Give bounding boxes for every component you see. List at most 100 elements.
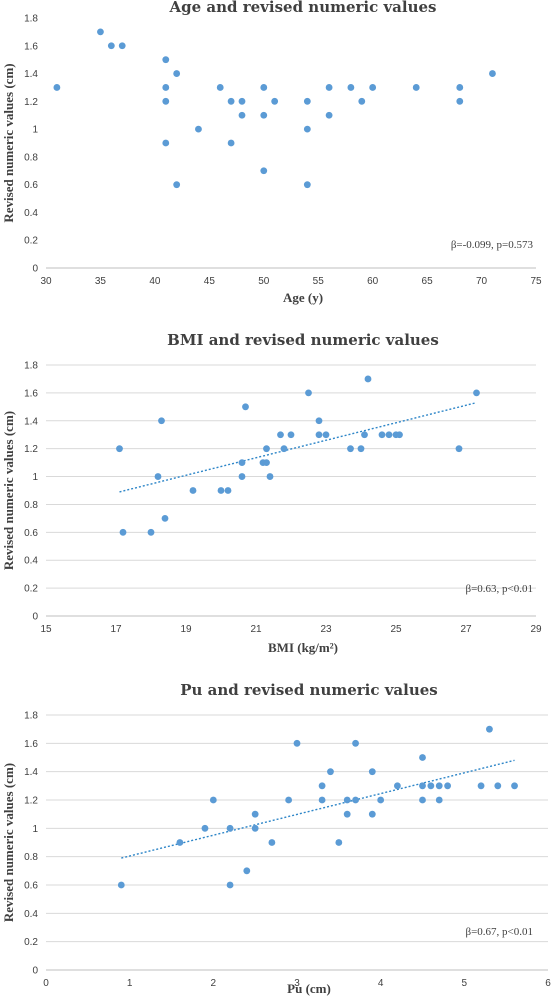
bmi-data-point bbox=[347, 445, 354, 453]
pu-data-point bbox=[201, 824, 209, 832]
age-data-point bbox=[303, 181, 311, 189]
bmi-stats-annotation: β=0.63, p<0.01 bbox=[465, 583, 533, 595]
age-scatter-chart: 0 0.2 0.4 0.6 0.8 1 1.2 1.4 1.6 1.8 30 35 40 45 50 55 60… bbox=[1, 0, 542, 305]
age-data-point bbox=[238, 97, 246, 105]
age-data-point bbox=[456, 84, 464, 91]
pu-data-point bbox=[251, 810, 259, 818]
pu-data-point bbox=[343, 796, 351, 804]
pu-data-point bbox=[327, 768, 334, 776]
bmi-data-point bbox=[385, 431, 393, 439]
pu-data-point bbox=[251, 824, 259, 832]
age-data-point bbox=[118, 42, 126, 50]
bmi-x-axis-label: BMI (kg/m²) bbox=[268, 640, 338, 655]
age-x-tick-label: 55 bbox=[313, 276, 325, 287]
pu-x-tick-label: 2 bbox=[211, 978, 217, 989]
bmi-data-point bbox=[217, 487, 225, 494]
pu-x-tick-label: 3 bbox=[294, 978, 300, 989]
pu-data-point bbox=[343, 810, 351, 818]
age-y-tick-label: 0.2 bbox=[24, 236, 38, 247]
pu-y-tick-label: 0.4 bbox=[24, 909, 38, 920]
pu-data-point bbox=[243, 867, 251, 875]
age-x-tick-label: 70 bbox=[476, 276, 488, 287]
bmi-data-point bbox=[396, 431, 403, 439]
pu-data-point bbox=[427, 782, 435, 790]
bmi-data-point bbox=[154, 473, 162, 480]
pu-scatter-chart: 0 0.2 0.4 0.6 0.8 1 1.2 1.4 1.6 1.8 0 1 2 3 4 5 6 Pu and … bbox=[1, 681, 551, 996]
pu-data-point bbox=[209, 796, 217, 804]
bmi-data-point bbox=[473, 389, 480, 397]
bmi-y-tick-label: 0.6 bbox=[24, 528, 38, 539]
pu-data-point bbox=[226, 824, 234, 832]
age-x-tick-label: 75 bbox=[530, 276, 542, 287]
bmi-data-point bbox=[189, 487, 197, 494]
pu-x-tick-label: 0 bbox=[43, 978, 49, 989]
pu-data-point bbox=[419, 796, 426, 804]
bmi-data-point bbox=[455, 445, 463, 453]
bmi-x-tick-label: 27 bbox=[460, 624, 472, 635]
bmi-data-point bbox=[263, 445, 270, 453]
bmi-data-point bbox=[158, 417, 165, 425]
age-y-tick-label: 1.2 bbox=[24, 97, 38, 108]
age-x-tick-label: 30 bbox=[40, 276, 52, 287]
age-y-tick-label: 1.6 bbox=[24, 41, 38, 52]
pu-data-point bbox=[318, 782, 326, 790]
bmi-data-point bbox=[224, 487, 232, 494]
bmi-data-point bbox=[315, 417, 323, 425]
age-x-tick-label: 35 bbox=[95, 276, 107, 287]
pu-x-tick-label: 6 bbox=[545, 978, 551, 989]
bmi-trendline bbox=[119, 401, 477, 493]
age-x-tick-label: 40 bbox=[149, 276, 161, 287]
age-data-point bbox=[347, 84, 355, 91]
age-data-point bbox=[369, 84, 377, 91]
age-data-point bbox=[260, 111, 268, 119]
age-y-tick-label: 0.8 bbox=[24, 152, 38, 163]
age-data-point bbox=[489, 70, 496, 77]
bmi-data-point bbox=[287, 431, 295, 439]
pu-data-point bbox=[511, 782, 518, 790]
age-y-tick-label: 0.4 bbox=[24, 208, 38, 219]
age-data-point bbox=[162, 97, 170, 105]
bmi-x-tick-label: 29 bbox=[530, 624, 542, 635]
age-y-tick-label: 0 bbox=[32, 264, 38, 275]
pu-data-point bbox=[435, 782, 443, 790]
pu-data-point bbox=[268, 839, 276, 846]
bmi-y-axis-label: Revised numeric values (cm) bbox=[1, 411, 16, 570]
pu-y-tick-label: 0.2 bbox=[24, 937, 38, 948]
pu-y-tick-label: 1.6 bbox=[24, 739, 38, 750]
bmi-scatter-chart: 0 0.2 0.4 0.6 0.8 1 1.2 1.4 1.6 1.8 15 17 19 21 23 25 27… bbox=[1, 331, 542, 655]
pu-x-tick-label: 1 bbox=[127, 978, 133, 989]
pu-data-point bbox=[394, 782, 401, 790]
age-x-tick-label: 65 bbox=[422, 276, 434, 287]
bmi-data-point bbox=[266, 473, 274, 480]
age-data-point bbox=[195, 125, 202, 133]
bmi-data-point bbox=[277, 431, 284, 439]
bmi-x-tick-label: 25 bbox=[390, 624, 402, 635]
pu-data-point bbox=[377, 796, 385, 804]
age-stats-annotation: β=-0.099, p=0.573 bbox=[451, 239, 534, 251]
bmi-chart-title: BMI and revised numeric values bbox=[167, 331, 439, 349]
pu-y-tick-label: 0 bbox=[32, 966, 38, 977]
age-y-tick-label: 1.4 bbox=[24, 69, 38, 80]
age-chart-title: Age and revised numeric values bbox=[169, 0, 437, 16]
pu-data-point bbox=[419, 754, 426, 761]
pu-data-point bbox=[444, 782, 451, 790]
age-data-point bbox=[260, 167, 268, 175]
pu-stats-annotation: β=0.67, p<0.01 bbox=[465, 926, 533, 938]
age-data-point bbox=[173, 181, 181, 189]
pu-x-tick-label: 4 bbox=[378, 978, 384, 989]
bmi-data-point bbox=[161, 514, 169, 522]
age-data-point bbox=[162, 139, 170, 147]
pu-y-tick-label: 1.4 bbox=[24, 767, 38, 778]
age-x-tick-label: 45 bbox=[204, 276, 216, 287]
age-x-tick-label: 50 bbox=[258, 276, 270, 287]
age-data-point bbox=[53, 84, 61, 91]
pu-data-point bbox=[477, 782, 485, 790]
bmi-x-tick-label: 19 bbox=[180, 624, 192, 635]
bmi-chart-panel: 0 0.2 0.4 0.6 0.8 1 1.2 1.4 1.6 1.8 15 17 19 21 23 25 27… bbox=[0, 322, 553, 665]
age-data-point bbox=[107, 42, 115, 50]
bmi-data-point bbox=[263, 459, 270, 467]
bmi-y-tick-label: 0.2 bbox=[24, 584, 38, 595]
pu-data-point bbox=[117, 881, 125, 889]
bmi-y-tick-label: 1.4 bbox=[24, 416, 38, 427]
bmi-data-point bbox=[322, 431, 330, 439]
